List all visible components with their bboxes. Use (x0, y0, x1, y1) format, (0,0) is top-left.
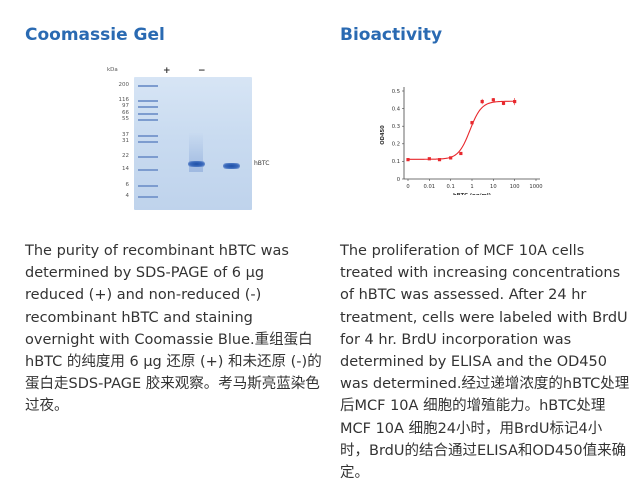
ladder-band (138, 106, 158, 108)
band-nonreduced (223, 163, 240, 169)
ladder-band (138, 141, 158, 143)
coomassie-gel-image: kDa + − 200 116 97 66 55 37 31 22 14 6 4 hBTC (99, 66, 279, 216)
mw-marker-label: 200 (118, 82, 130, 88)
mw-marker-label: 14 (122, 166, 129, 172)
data-point (427, 157, 431, 161)
mw-marker-label: 31 (122, 138, 129, 144)
x-tick-label: 1 (470, 184, 473, 190)
lane-label-reduced: + (163, 66, 171, 76)
ladder-band (138, 100, 158, 102)
ladder-band (138, 196, 158, 198)
mw-marker-label: 97 (122, 103, 129, 109)
band-reduced (188, 161, 205, 167)
x-tick-label: 0.1 (447, 184, 455, 190)
y-tick-label: 0.2 (392, 142, 400, 148)
ladder-band (138, 85, 158, 87)
ladder-band (138, 185, 158, 187)
mw-marker-label: 116 (118, 97, 130, 103)
ladder-band (138, 156, 158, 158)
mw-marker-label: 4 (125, 193, 130, 199)
bioactivity-chart-svg: 0 0.1 0.2 0.3 0.4 0.5 0 0.01 0.1 1 10 100 1000 hBTC (… (380, 87, 543, 199)
y-tick-label: 0.1 (392, 159, 400, 165)
y-axis-label: OD450 (380, 125, 386, 145)
section-heading-bioactivity: Bioactivity (340, 25, 443, 45)
ladder-band (138, 113, 158, 115)
gel-lanes (134, 77, 252, 210)
x-tick-label: 0 (406, 184, 409, 190)
x-tick-label: 1000 (529, 184, 542, 190)
data-point (513, 99, 517, 104)
coomassie-description: The purity of recombinant hBTC was deter… (25, 243, 322, 415)
ladder-band (138, 135, 158, 137)
ladder-band (138, 169, 158, 171)
y-tick-label: 0.4 (392, 106, 401, 112)
y-tick-label: 0 (397, 177, 400, 183)
x-axis-label: hBTC (ng/ml) (453, 193, 491, 195)
data-point (491, 98, 495, 102)
band-label-hbtc: hBTC (254, 160, 270, 167)
section-heading-coomassie-gel: Coomassie Gel (25, 25, 165, 45)
lane-label-nonreduced: − (198, 66, 206, 76)
kda-label: kDa (107, 67, 118, 73)
mw-marker-label: 37 (122, 132, 129, 138)
data-point (480, 99, 484, 104)
fit-curve (408, 100, 515, 160)
data-point (449, 156, 453, 160)
mw-marker-label: 22 (122, 153, 129, 159)
bioactivity-chart: 0 0.1 0.2 0.3 0.4 0.5 0 0.01 0.1 1 10 100 1000 hBTC (… (368, 75, 558, 199)
bioactivity-description: The proliferation of MCF 10A cells treat… (340, 243, 630, 482)
data-point (406, 158, 410, 162)
data-point (459, 151, 463, 156)
data-point (437, 158, 442, 162)
x-tick-label: 0.01 (424, 184, 436, 190)
y-tick-label: 0.5 (392, 89, 400, 95)
x-tick-label: 10 (490, 184, 497, 190)
data-point (470, 121, 474, 125)
mw-marker-label: 66 (122, 110, 129, 116)
mw-marker-label: 55 (122, 116, 129, 122)
ladder-band (138, 119, 158, 121)
mw-marker-label: 6 (125, 182, 130, 188)
y-tick-label: 0.3 (392, 124, 400, 130)
x-tick-label: 100 (510, 184, 520, 190)
data-point (501, 101, 506, 105)
